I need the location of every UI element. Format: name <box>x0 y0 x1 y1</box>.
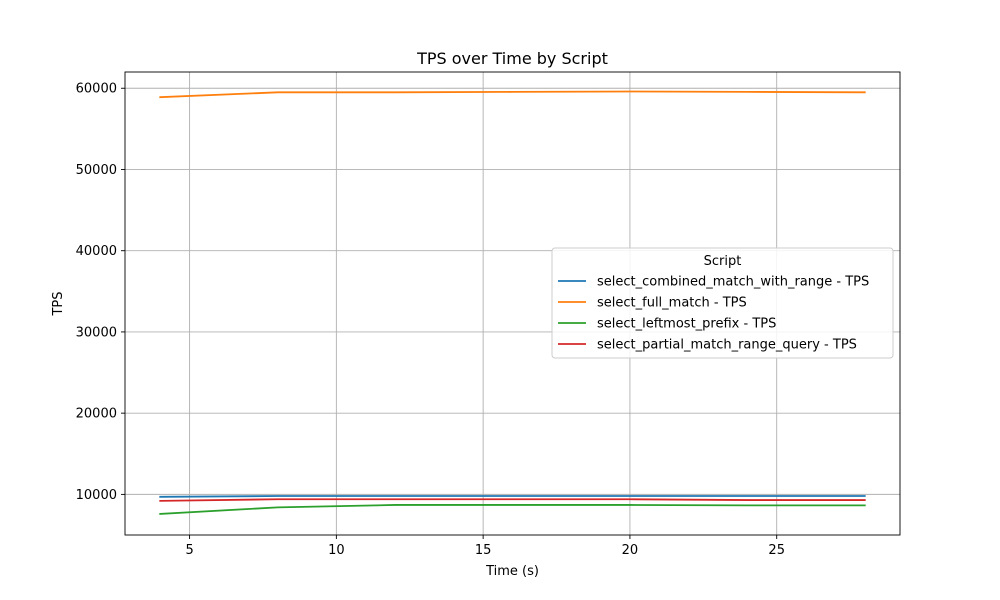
x-tick-label: 20 <box>622 543 639 558</box>
legend-label-1: select_full_match - TPS <box>597 296 747 311</box>
plot-frame <box>124 71 901 536</box>
x-tick-label: 25 <box>768 543 785 558</box>
x-tick-label: 15 <box>475 543 492 558</box>
legend-title: Script <box>704 254 742 269</box>
y-tick-label: 40000 <box>76 244 117 259</box>
axis-ticks: 5 10 15 20 25 10000 20000 30000 40000 50000 60000 <box>76 82 785 558</box>
series-line-1 <box>159 90 866 99</box>
y-tick-label: 60000 <box>76 82 117 97</box>
legend-label-2: select_leftmost_prefix - TPS <box>597 317 776 332</box>
series-line-3 <box>159 498 866 502</box>
y-tick-label: 30000 <box>76 325 117 340</box>
legend: Script select_combined_match_with_range … <box>551 247 894 359</box>
legend-label-3: select_partial_match_range_query - TPS <box>597 338 857 353</box>
y-axis-label: TPS <box>51 291 66 316</box>
legend-box <box>551 247 894 359</box>
y-tick-label: 20000 <box>76 407 117 422</box>
series-line-0 <box>159 495 866 498</box>
y-tick-label: 10000 <box>76 488 117 503</box>
x-tick-label: 5 <box>185 543 193 558</box>
chart-title: TPS over Time by Script <box>416 49 608 68</box>
legend-label-0: select_combined_match_with_range - TPS <box>597 275 869 290</box>
y-tick-label: 50000 <box>76 163 117 178</box>
series-layer <box>159 90 866 515</box>
x-tick-label: 10 <box>328 543 345 558</box>
x-axis-label: Time (s) <box>485 564 539 579</box>
series-line-2 <box>159 504 866 515</box>
